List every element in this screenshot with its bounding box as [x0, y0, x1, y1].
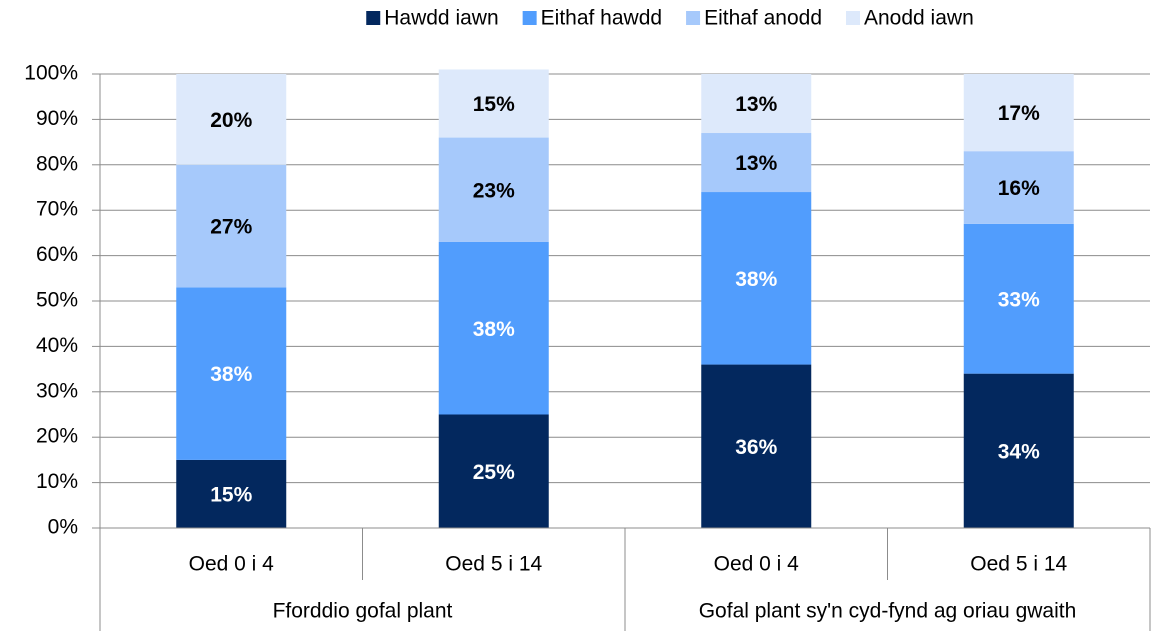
- bar-segment: [963, 373, 1074, 528]
- legend-swatch: [522, 11, 537, 25]
- y-tick-label: 60%: [36, 243, 78, 266]
- data-label: 17%: [998, 102, 1040, 125]
- bar-segment: [701, 133, 812, 193]
- bar-segment: [963, 74, 1074, 152]
- bar-segment: [963, 151, 1074, 224]
- data-label: 38%: [473, 318, 515, 341]
- data-label: 36%: [735, 436, 777, 459]
- bar-segment: [176, 459, 287, 528]
- data-label: 16%: [998, 177, 1040, 200]
- data-label: 13%: [735, 93, 777, 116]
- legend-label: Eithaf hawdd: [541, 7, 662, 30]
- y-tick-label: 30%: [36, 379, 78, 402]
- x-tick-label: Oed 0 i 4: [714, 553, 800, 576]
- bar-segment: [438, 137, 549, 242]
- data-label: 20%: [210, 109, 252, 132]
- x-tick-label: Oed 5 i 14: [970, 553, 1067, 576]
- bar-segment: [701, 74, 812, 134]
- data-label: 25%: [473, 461, 515, 484]
- bar-segment: [701, 364, 812, 528]
- data-label: 15%: [210, 483, 252, 506]
- data-label: 27%: [210, 216, 252, 239]
- data-label: 34%: [998, 440, 1040, 463]
- bar-segment: [176, 74, 287, 165]
- data-label: 33%: [998, 288, 1040, 311]
- x-tick-label: Oed 0 i 4: [189, 553, 275, 576]
- y-tick-label: 20%: [36, 425, 78, 448]
- data-label: 38%: [210, 363, 252, 386]
- legend-label: Hawdd iawn: [384, 7, 498, 30]
- y-tick-label: 70%: [36, 198, 78, 221]
- x-tick-label: Oed 5 i 14: [445, 553, 542, 576]
- y-tick-label: 80%: [36, 152, 78, 175]
- legend-swatch: [686, 11, 701, 25]
- bar-segment: [701, 192, 812, 365]
- y-tick-label: 40%: [36, 334, 78, 357]
- bar-segment: [438, 241, 549, 415]
- data-label: 13%: [735, 152, 777, 175]
- y-tick-label: 90%: [36, 107, 78, 130]
- bar-segment: [176, 164, 287, 288]
- group-label: Gofal plant sy'n cyd-fynd ag oriau gwait…: [699, 600, 1077, 623]
- y-tick-label: 0%: [48, 516, 78, 539]
- legend-label: Anodd iawn: [864, 7, 974, 30]
- bar-segment: [176, 287, 287, 460]
- group-label: Fforddio gofal plant: [273, 600, 453, 623]
- legend-swatch: [846, 11, 861, 25]
- data-label: 38%: [735, 268, 777, 291]
- y-tick-label: 10%: [36, 470, 78, 493]
- legend-swatch: [366, 11, 381, 25]
- data-label: 15%: [473, 93, 515, 116]
- y-tick-label: 100%: [24, 62, 78, 85]
- bar-segment: [963, 223, 1074, 374]
- y-tick-label: 50%: [36, 289, 78, 312]
- bar-segment: [438, 69, 549, 138]
- data-label: 23%: [473, 179, 515, 202]
- bar-segment: [438, 414, 549, 528]
- legend-label: Eithaf anodd: [704, 7, 822, 30]
